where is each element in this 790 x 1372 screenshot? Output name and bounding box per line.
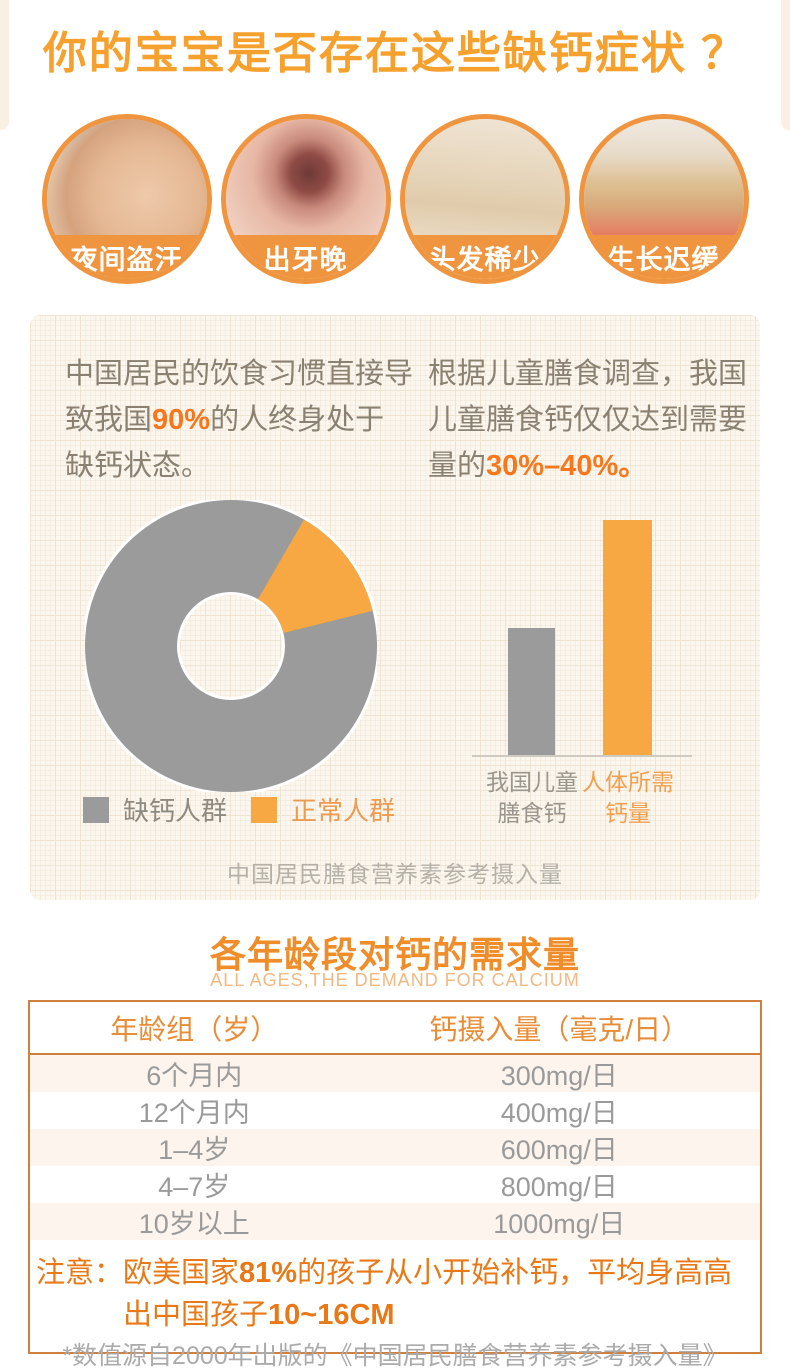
symptom-circle-late-teething: 出牙晚 bbox=[220, 114, 391, 284]
corner-accent-right bbox=[781, 0, 790, 130]
legend-swatch-normal bbox=[251, 796, 278, 823]
source-footnote: *数值源自2000年出版的《中国居民膳食营养素参考摄入量》 bbox=[62, 1342, 728, 1370]
paragraph-text: 根据儿童膳食调查，我国儿童膳食钙仅仅达到需要量的 bbox=[428, 358, 748, 482]
stat-paragraph-diet-habit: 中国居民的饮食习惯直接导致我国90%的人终身处于缺钙状态。 bbox=[65, 351, 413, 489]
table-cell-age: 4–7岁 bbox=[158, 1172, 231, 1202]
chart-source-caption: 中国居民膳食营养素参考摄入量 bbox=[227, 861, 563, 887]
table-row: 6个月内 300mg/日 bbox=[30, 1055, 760, 1092]
table-cell-intake: 300mg/日 bbox=[500, 1061, 618, 1091]
stats-panel: 中国居民的饮食习惯直接导致我国90%的人终身处于缺钙状态。 根据儿童膳食调查，我… bbox=[30, 315, 760, 900]
symptom-label: 夜间盗汗 bbox=[46, 235, 207, 279]
symptom-circles-row: 夜间盗汗 出牙晚 头发稀少 生长迟缓 bbox=[0, 114, 790, 284]
donut-ring-deficient bbox=[85, 500, 377, 792]
bar-category-label-dietary: 我国儿童膳食钙 bbox=[486, 769, 578, 826]
symptom-circle-slow-growth: 生长迟缓 bbox=[578, 114, 749, 284]
legend-swatch-deficient bbox=[83, 796, 109, 823]
table-cell-intake: 400mg/日 bbox=[500, 1098, 618, 1128]
table-header-row: 年龄组（岁） 钙摄入量（毫克/日） bbox=[30, 1002, 760, 1055]
note-text: 的孩子从小开始补钙，平均身高高出中国孩子 bbox=[123, 1257, 733, 1331]
table-cell-age: 10岁以上 bbox=[138, 1209, 250, 1239]
bar-dietary-calcium bbox=[508, 628, 555, 755]
table-row: 1–4岁 600mg/日 bbox=[30, 1129, 760, 1166]
bar-category-label-required: 人体所需钙量 bbox=[582, 769, 674, 826]
table-row: 10岁以上 1000mg/日 bbox=[30, 1203, 760, 1240]
table-cell-intake: 600mg/日 bbox=[500, 1135, 618, 1165]
calcium-intake-table: 年龄组（岁） 钙摄入量（毫克/日） 6个月内 300mg/日 12个月内 400… bbox=[28, 1000, 762, 1354]
table-cell-intake: 1000mg/日 bbox=[493, 1209, 626, 1239]
table-cell-age: 12个月内 bbox=[138, 1098, 250, 1128]
note-body: 欧美国家81%的孩子从小开始补钙，平均身高高出中国孩子10~16CM bbox=[123, 1252, 752, 1336]
table-header-intake: 钙摄入量（毫克/日） bbox=[429, 1013, 690, 1045]
legend-item-deficient: 缺钙人群 bbox=[83, 791, 227, 828]
page-title: 你的宝宝是否存在这些缺钙症状 ？ bbox=[42, 29, 748, 78]
paragraph-text: 的人终身处于缺钙状态。 bbox=[65, 404, 385, 482]
table-note: 注意： 欧美国家81%的孩子从小开始补钙，平均身高高出中国孩子10~16CM bbox=[30, 1240, 760, 1352]
legend-item-normal: 正常人群 bbox=[251, 791, 395, 828]
highlight-30-40-percent: 30%–40%。 bbox=[486, 450, 648, 482]
symptom-circle-night-sweats: 夜间盗汗 bbox=[41, 114, 212, 284]
table-header-age-group: 年龄组（岁） bbox=[110, 1013, 279, 1045]
section-subtitle-english: ALL AGES,THE DEMAND FOR CALCIUM bbox=[210, 970, 580, 990]
donut-legend: 缺钙人群 正常人群 bbox=[83, 791, 395, 828]
symptom-circle-sparse-hair: 头发稀少 bbox=[399, 114, 570, 284]
note-text: 欧美国家 bbox=[123, 1257, 240, 1289]
table-row: 12个月内 400mg/日 bbox=[30, 1092, 760, 1129]
corner-accent-left bbox=[0, 0, 9, 130]
symptom-label: 生长迟缓 bbox=[583, 235, 744, 279]
table-cell-age: 6个月内 bbox=[146, 1061, 243, 1091]
table-row: 4–7岁 800mg/日 bbox=[30, 1166, 760, 1203]
section-title: 各年龄段对钙的需求量 bbox=[209, 934, 580, 975]
note-label: 注意： bbox=[36, 1257, 124, 1289]
symptom-label: 头发稀少 bbox=[404, 235, 565, 279]
paragraph-text: 中国居民的饮食习惯直接导致我国 bbox=[65, 358, 414, 436]
table-cell-age: 1–4岁 bbox=[158, 1135, 231, 1165]
donut-chart bbox=[85, 500, 377, 792]
note-highlight-10-16cm: 10~16CM bbox=[268, 1299, 395, 1331]
legend-label: 缺钙人群 bbox=[123, 796, 228, 826]
stat-paragraph-children-survey: 根据儿童膳食调查，我国儿童膳食钙仅仅达到需要量的30%–40%。 bbox=[428, 351, 753, 489]
symptom-label: 出牙晚 bbox=[225, 235, 386, 279]
highlight-90-percent: 90% bbox=[152, 404, 211, 436]
bar-chart bbox=[472, 510, 692, 757]
legend-label: 正常人群 bbox=[291, 796, 396, 826]
note-highlight-81-percent: 81% bbox=[239, 1257, 298, 1289]
table-cell-intake: 800mg/日 bbox=[500, 1172, 618, 1202]
bar-required-calcium bbox=[603, 520, 652, 755]
